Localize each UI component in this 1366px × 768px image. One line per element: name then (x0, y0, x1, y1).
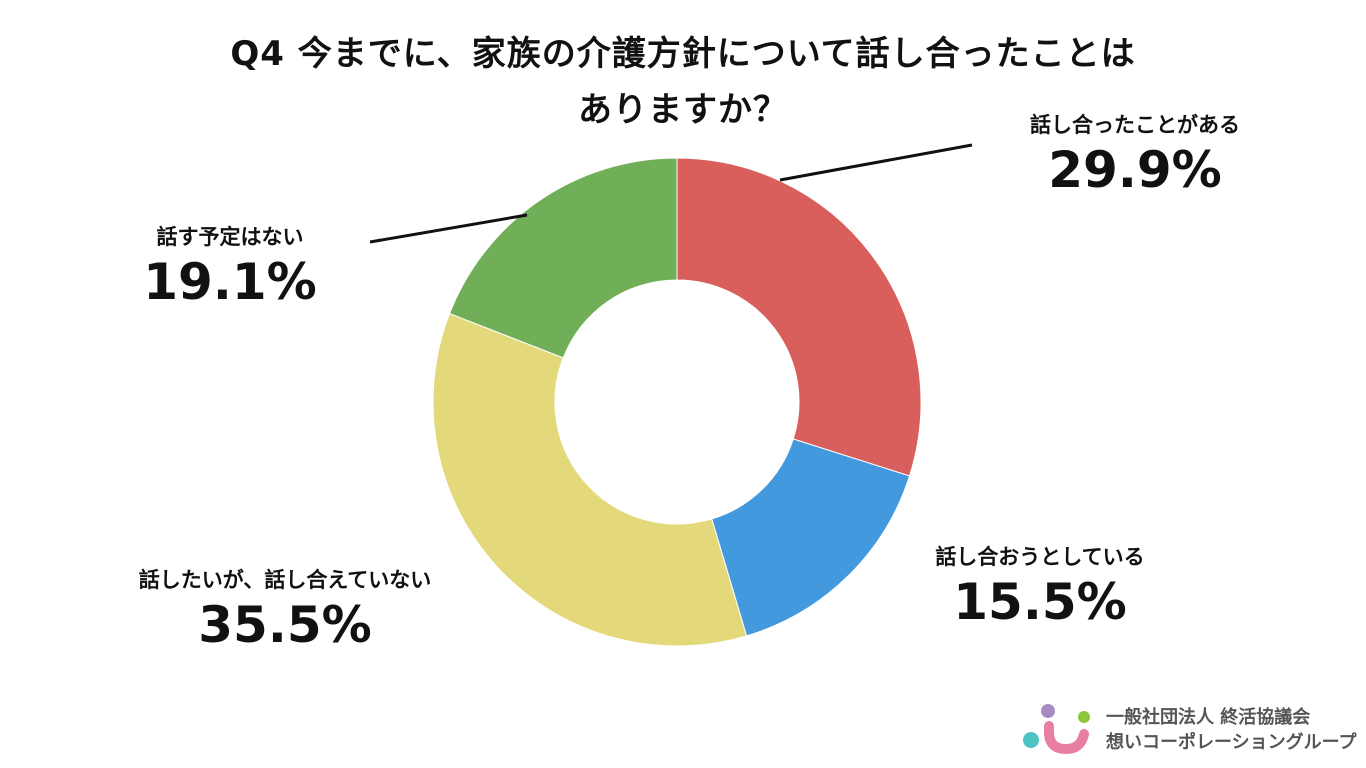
slice-percent: 29.9% (1048, 141, 1222, 199)
slice-label-yotei-nai: 話す予定はない 19.1% (105, 222, 355, 312)
logo-smile-curve (1044, 721, 1089, 755)
leader-line-hanashiatta (779, 143, 973, 182)
logo-dot-green (1078, 711, 1090, 723)
slice-percent: 15.5% (953, 573, 1127, 631)
slice-category: 話したいが、話し合えていない (138, 568, 432, 592)
slice-yotei-nai (448, 157, 678, 359)
slice-hanashiatta (676, 157, 922, 477)
slice-hanashiaou (711, 438, 911, 637)
chart-title-line-1: Q4 今までに、家族の介護方針について話し合ったことは (230, 34, 1136, 74)
logo-mark-icon (1023, 704, 1090, 755)
slice-label-hanashitai: 話したいが、話し合えていない 35.5% (75, 565, 495, 655)
slice-hanashitai (432, 312, 748, 647)
organization-logo: 一般社団法人 終活協議会 想いコーポレーショングループ (1018, 700, 1357, 760)
slice-category: 話す予定はない (156, 225, 304, 249)
leader-line-yotei-nai (369, 213, 528, 244)
slice-label-hanashiatta: 話し合ったことがある 29.9% (985, 110, 1285, 200)
logo-line-1: 一般社団法人 終活協議会 (1106, 707, 1311, 728)
logo-line-2: 想いコーポレーショングループ (1106, 732, 1357, 753)
slice-percent: 19.1% (143, 253, 317, 311)
slice-category: 話し合ったことがある (1030, 113, 1240, 137)
leader-lines (369, 143, 973, 244)
slice-category: 話し合おうとしている (935, 545, 1145, 569)
slice-percent: 35.5% (198, 596, 372, 654)
logo-text: 一般社団法人 終活協議会 想いコーポレーショングループ (1106, 705, 1357, 755)
chart-title-line-2: ありますか？ (578, 90, 788, 130)
donut-slices (432, 157, 922, 647)
logo-dot-teal (1023, 732, 1039, 748)
chart-title: Q4 今までに、家族の介護方針について話し合ったことは ありますか？ (83, 26, 1283, 138)
logo-dot-purple (1041, 704, 1055, 718)
slice-label-hanashiaou: 話し合おうとしている 15.5% (890, 542, 1190, 632)
